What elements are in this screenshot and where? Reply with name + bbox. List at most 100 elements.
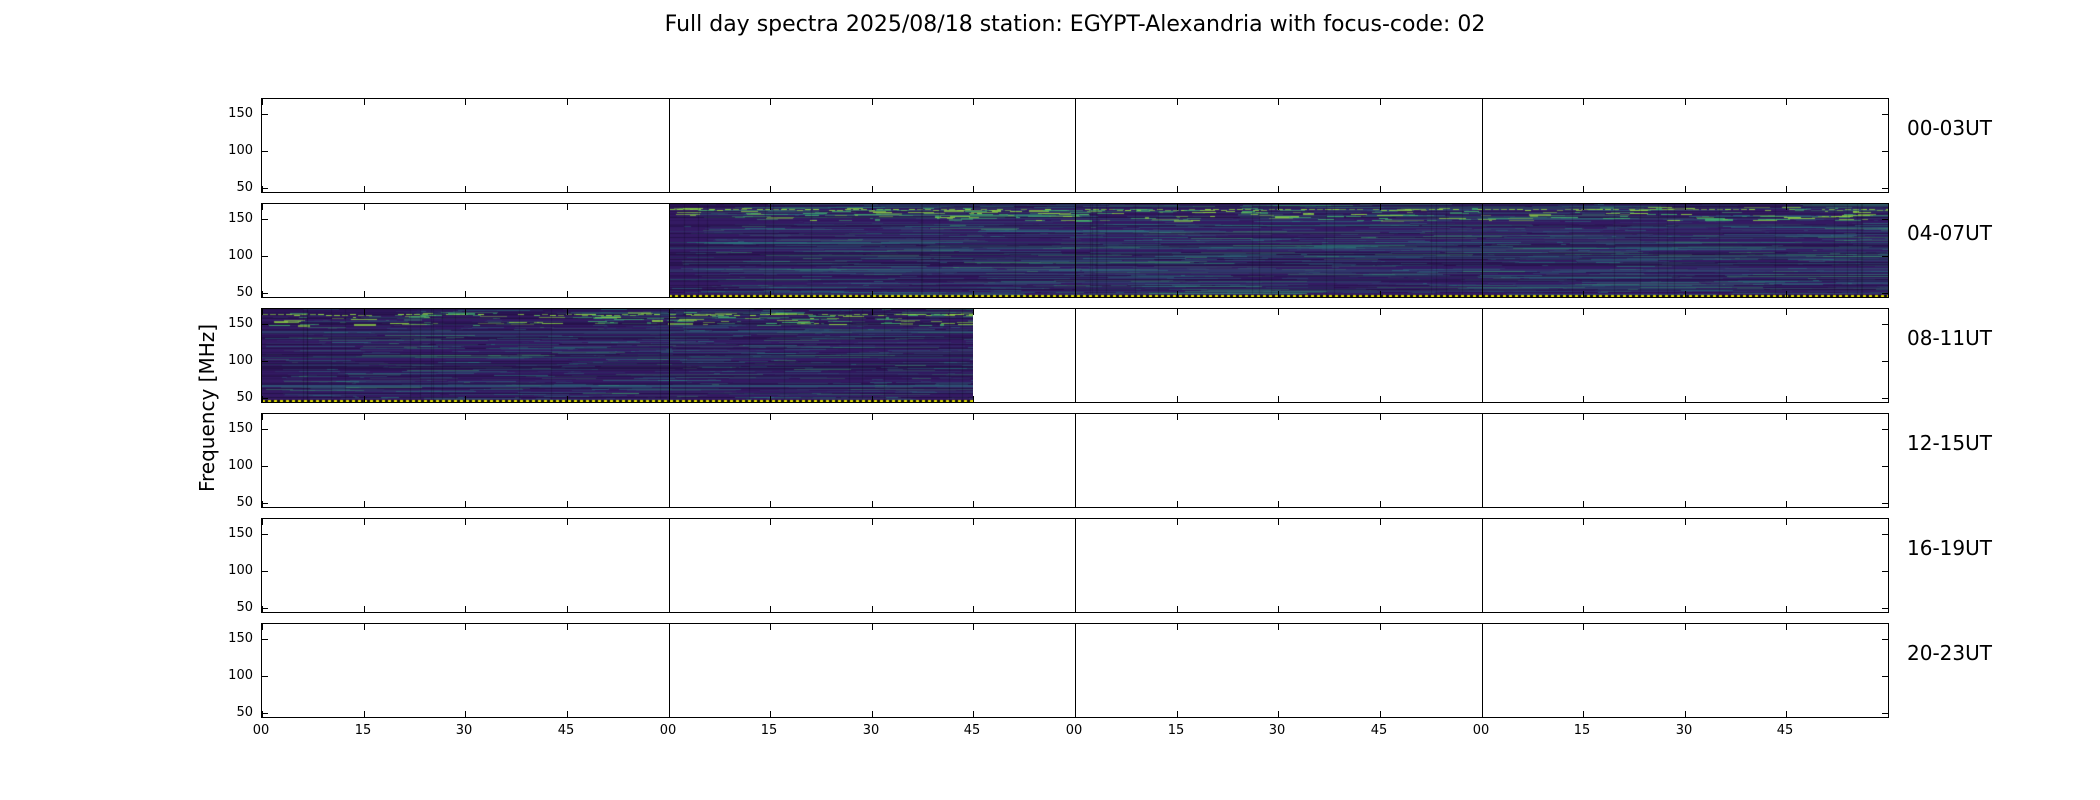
x-tick	[1685, 186, 1686, 192]
x-tick	[1075, 624, 1076, 630]
x-tick-label: 45	[1370, 723, 1388, 738]
x-tick	[364, 99, 365, 105]
x-tick	[1177, 186, 1178, 192]
x-tick	[465, 396, 466, 402]
x-tick	[1075, 99, 1076, 105]
y-tick-label: 100	[228, 143, 253, 158]
y-tick	[1882, 571, 1888, 572]
x-tick	[364, 396, 365, 402]
x-tick	[872, 414, 873, 420]
x-tick	[465, 711, 466, 717]
x-tick	[1583, 291, 1584, 297]
x-tick	[669, 711, 670, 717]
spectrogram-segment	[669, 204, 1888, 297]
x-tick	[1482, 99, 1483, 105]
x-tick	[1278, 99, 1279, 105]
x-tick	[1482, 624, 1483, 630]
x-tick	[872, 624, 873, 630]
x-tick	[1583, 501, 1584, 507]
x-tick	[465, 606, 466, 612]
spectra-panel-00-03UT	[261, 98, 1889, 193]
y-tick	[262, 188, 268, 189]
x-tick	[1685, 501, 1686, 507]
x-tick	[1380, 309, 1381, 315]
x-tick	[262, 309, 263, 315]
row-label: 00-03UT	[1907, 116, 1992, 140]
x-tick	[465, 624, 466, 630]
y-tick-label: 150	[228, 106, 253, 121]
x-tick	[669, 309, 670, 315]
x-tick	[1685, 99, 1686, 105]
x-tick	[364, 291, 365, 297]
hour-divider	[669, 624, 670, 717]
y-tick-label: 150	[228, 211, 253, 226]
hour-divider	[1482, 309, 1483, 402]
x-tick	[364, 414, 365, 420]
y-tick	[1882, 114, 1888, 115]
x-tick	[1177, 396, 1178, 402]
x-tick	[1278, 606, 1279, 612]
x-tick	[973, 519, 974, 525]
x-tick	[364, 519, 365, 525]
x-tick	[1685, 396, 1686, 402]
x-tick	[1685, 204, 1686, 210]
x-tick	[262, 711, 263, 717]
x-tick	[262, 291, 263, 297]
x-tick	[1177, 414, 1178, 420]
row-label: 04-07UT	[1907, 221, 1992, 245]
y-tick-label: 50	[236, 285, 253, 300]
row-label: 08-11UT	[1907, 326, 1992, 350]
x-tick	[973, 99, 974, 105]
x-tick	[669, 204, 670, 210]
y-tick	[262, 256, 268, 257]
x-tick-label: 15	[760, 723, 778, 738]
x-tick	[973, 186, 974, 192]
x-tick	[1380, 519, 1381, 525]
x-tick	[669, 414, 670, 420]
hour-divider	[669, 204, 670, 297]
x-tick	[1482, 414, 1483, 420]
x-tick	[567, 309, 568, 315]
x-tick	[465, 204, 466, 210]
x-tick	[1075, 519, 1076, 525]
x-tick	[364, 711, 365, 717]
x-tick	[669, 291, 670, 297]
x-tick	[1278, 396, 1279, 402]
x-tick	[973, 414, 974, 420]
x-tick	[567, 501, 568, 507]
hour-divider	[1075, 99, 1076, 192]
y-tick	[262, 398, 268, 399]
x-tick	[1583, 396, 1584, 402]
x-tick	[1583, 309, 1584, 315]
x-tick	[872, 519, 873, 525]
y-tick-label: 150	[228, 316, 253, 331]
x-tick	[1786, 99, 1787, 105]
x-tick-label: 45	[963, 723, 981, 738]
x-tick	[567, 414, 568, 420]
spectra-panel-08-11UT	[261, 308, 1889, 403]
y-tick	[262, 571, 268, 572]
y-tick	[1882, 188, 1888, 189]
x-tick	[1075, 711, 1076, 717]
x-tick	[262, 624, 263, 630]
x-tick	[1482, 309, 1483, 315]
x-tick	[262, 519, 263, 525]
hour-divider	[1075, 519, 1076, 612]
y-tick-label: 100	[228, 248, 253, 263]
x-tick	[567, 396, 568, 402]
y-tick	[1882, 324, 1888, 325]
x-tick	[1380, 711, 1381, 717]
x-tick	[262, 99, 263, 105]
y-tick-label: 100	[228, 668, 253, 683]
x-tick	[1278, 291, 1279, 297]
hour-divider	[1075, 204, 1076, 297]
row-label: 12-15UT	[1907, 431, 1992, 455]
x-tick	[1786, 501, 1787, 507]
x-tick	[1685, 519, 1686, 525]
x-tick-label: 45	[557, 723, 575, 738]
hour-divider	[1482, 414, 1483, 507]
x-tick	[872, 606, 873, 612]
x-tick-label: 00	[659, 723, 677, 738]
x-tick	[1583, 186, 1584, 192]
x-tick	[1583, 606, 1584, 612]
